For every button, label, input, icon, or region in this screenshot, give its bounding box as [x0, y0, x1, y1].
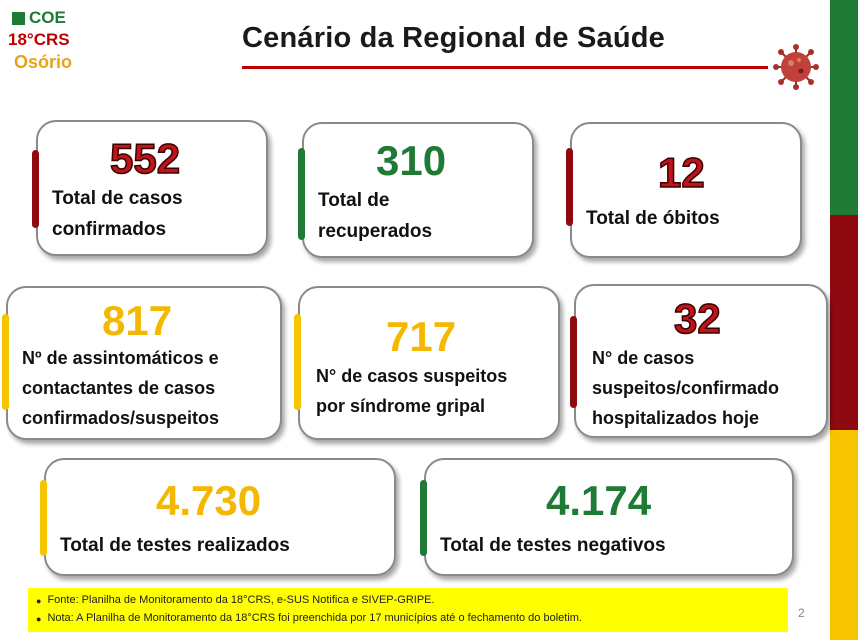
card-deaths: 12 Total de óbitos	[566, 122, 802, 258]
title-underline	[242, 66, 768, 69]
logo-text-crs: 18°CRS	[8, 30, 70, 49]
suspected-flu-value: 717	[386, 313, 457, 360]
asymptomatic-label-1: Nº de assintomáticos e	[22, 348, 219, 368]
card-asymptomatic: 817 Nº de assintomáticos e contactantes …	[2, 286, 282, 440]
card-confirmed-cases: 552 Total de casos confirmados	[32, 120, 268, 256]
card-accent-bar	[40, 480, 47, 556]
hospitalized-label-3: hospitalizados hoje	[592, 408, 760, 428]
deaths-value: 12	[657, 149, 705, 196]
card-recovered: 310 Total de recuperados	[298, 122, 534, 258]
card-hospitalized: 32 N° de casos suspeitos/confirmado hosp…	[570, 284, 828, 438]
flag-stripe	[830, 0, 858, 640]
hospitalized-label-1: N° de casos	[592, 348, 695, 368]
confirmed-value: 552	[109, 135, 181, 182]
bullet-icon: ●	[36, 596, 42, 606]
page-number: 2	[798, 606, 805, 620]
tests-negative-value: 4.174	[546, 477, 652, 524]
coe-logo: COE 18°CRS Osório	[8, 8, 88, 73]
card-accent-bar	[2, 314, 9, 410]
card-accent-bar	[32, 150, 39, 228]
logo-square-icon	[12, 11, 25, 25]
confirmed-label-2: confirmados	[52, 219, 167, 240]
deaths-label: Total de óbitos	[586, 208, 720, 229]
card-accent-bar	[570, 316, 577, 408]
card-tests-done: 4.730 Total de testes realizados	[40, 458, 396, 576]
stripe-green	[830, 0, 858, 215]
suspected-flu-label-2: por síndrome gripal	[316, 396, 486, 416]
hospitalized-value: 32	[673, 295, 721, 342]
card-suspected-flu: 717 N° de casos suspeitos por síndrome g…	[294, 286, 560, 440]
asymptomatic-value: 817	[102, 297, 173, 344]
asymptomatic-label-2: contactantes de casos	[22, 378, 216, 398]
suspected-flu-label-1: N° de casos suspeitos	[316, 366, 508, 386]
recovered-label-1: Total de	[318, 190, 390, 211]
asymptomatic-label-3: confirmados/suspeitos	[22, 408, 220, 428]
hospitalized-label-2: suspeitos/confirmado	[592, 378, 780, 398]
confirmed-label-1: Total de casos	[52, 188, 183, 209]
logo-text-city: Osório	[14, 52, 73, 72]
recovered-label-2: recuperados	[318, 221, 433, 242]
page-title: Cenário da Regional de Saúde	[242, 22, 665, 54]
logo-line-1: COE	[12, 8, 88, 28]
coronavirus-icon	[773, 44, 819, 90]
footnote-source-text: Fonte: Planilha de Monitoramento da 18°C…	[47, 594, 435, 606]
stripe-red	[830, 215, 858, 430]
footnote-note-text: Nota: A Planilha de Monitoramento da 18°…	[47, 612, 582, 624]
footnote-source: ● Fonte: Planilha de Monitoramento da 18…	[36, 592, 780, 610]
tests-negative-label: Total de testes negativos	[440, 535, 666, 556]
card-accent-bar	[420, 480, 427, 556]
recovered-value: 310	[376, 137, 447, 184]
card-tests-negative: 4.174 Total de testes negativos	[420, 458, 794, 576]
card-accent-bar	[298, 148, 305, 240]
stripe-yellow	[830, 430, 858, 640]
footnote-note: ● Nota: A Planilha de Monitoramento da 1…	[36, 610, 780, 628]
logo-text-coe: COE	[29, 8, 66, 27]
tests-done-label: Total de testes realizados	[60, 535, 290, 556]
footnote-box: ● Fonte: Planilha de Monitoramento da 18…	[28, 588, 788, 632]
bullet-icon: ●	[36, 614, 42, 624]
card-accent-bar	[294, 314, 301, 410]
card-accent-bar	[566, 148, 573, 226]
tests-done-value: 4.730	[156, 477, 262, 524]
